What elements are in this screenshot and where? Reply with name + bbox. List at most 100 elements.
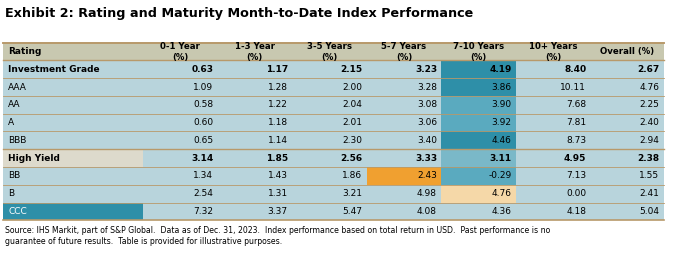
Bar [3,114,143,132]
Bar [292,61,367,78]
Bar [143,167,217,185]
Bar [217,43,292,61]
Bar [3,149,143,167]
Text: 3.11: 3.11 [489,154,512,163]
Text: Rating: Rating [8,47,42,56]
Bar [143,132,217,149]
Text: 2.25: 2.25 [639,100,659,109]
Bar [3,132,143,149]
Text: 1.22: 1.22 [268,100,288,109]
Bar [590,43,664,61]
Bar [590,132,664,149]
Bar [3,203,143,220]
Bar [367,149,441,167]
Text: 1.85: 1.85 [266,154,288,163]
Bar [3,185,143,203]
Bar [590,203,664,220]
Text: 3.33: 3.33 [415,154,437,163]
Bar [367,132,441,149]
Text: Exhibit 2: Rating and Maturity Month-to-Date Index Performance: Exhibit 2: Rating and Maturity Month-to-… [5,7,473,20]
Text: 1-3 Year
(%): 1-3 Year (%) [235,42,275,62]
Bar [143,78,217,96]
Bar [367,167,441,185]
Bar [516,185,590,203]
Bar [3,43,143,61]
Text: 1.34: 1.34 [193,171,213,180]
Text: 0.58: 0.58 [193,100,213,109]
Text: 3.40: 3.40 [417,136,437,145]
Text: 3.37: 3.37 [268,207,288,216]
Text: -0.29: -0.29 [489,171,512,180]
Text: 7-10 Years
(%): 7-10 Years (%) [453,42,504,62]
Bar [143,185,217,203]
Bar [367,61,441,78]
Text: 1.17: 1.17 [266,65,288,74]
Text: 0.63: 0.63 [191,65,213,74]
Bar [292,149,367,167]
Bar [441,43,516,61]
Bar [217,96,292,114]
Bar [292,96,367,114]
Bar [217,78,292,96]
Bar [292,132,367,149]
Bar [3,167,143,185]
Bar [3,96,143,114]
Text: 1.31: 1.31 [268,189,288,198]
Bar [441,96,516,114]
Text: 3.86: 3.86 [491,83,512,92]
Text: 1.55: 1.55 [639,171,659,180]
Text: 4.46: 4.46 [491,136,512,145]
Text: 2.04: 2.04 [342,100,362,109]
Text: 4.95: 4.95 [564,154,586,163]
Text: 5-7 Years
(%): 5-7 Years (%) [381,42,427,62]
Text: 3.14: 3.14 [191,154,213,163]
Text: 3.23: 3.23 [415,65,437,74]
Text: 2.38: 2.38 [637,154,659,163]
Text: Investment Grade: Investment Grade [8,65,100,74]
Bar [143,203,217,220]
Bar [367,114,441,132]
Text: 5.04: 5.04 [639,207,659,216]
Bar [516,96,590,114]
Bar [367,203,441,220]
Text: 1.09: 1.09 [193,83,213,92]
Bar [3,78,143,96]
Bar [143,114,217,132]
Bar [590,114,664,132]
Bar [217,167,292,185]
Text: BB: BB [8,171,21,180]
Text: 4.36: 4.36 [491,207,512,216]
Bar [441,132,516,149]
Bar [516,149,590,167]
Bar [516,78,590,96]
Text: 0.60: 0.60 [193,118,213,127]
Bar [292,167,367,185]
Text: 2.43: 2.43 [417,171,437,180]
Text: 2.40: 2.40 [639,118,659,127]
Text: B: B [8,189,15,198]
Bar [516,43,590,61]
Bar [292,78,367,96]
Bar [590,78,664,96]
Bar [217,132,292,149]
Text: 2.94: 2.94 [639,136,659,145]
Bar [441,114,516,132]
Bar [367,185,441,203]
Text: 4.76: 4.76 [639,83,659,92]
Bar [516,167,590,185]
Text: 1.14: 1.14 [268,136,288,145]
Text: 4.08: 4.08 [417,207,437,216]
Bar [217,114,292,132]
Bar [516,203,590,220]
Text: AAA: AAA [8,83,27,92]
Text: 4.76: 4.76 [491,189,512,198]
Bar [441,203,516,220]
Bar [367,43,441,61]
Bar [143,61,217,78]
Text: 4.98: 4.98 [417,189,437,198]
Bar [590,185,664,203]
Bar [217,61,292,78]
Text: 3.90: 3.90 [491,100,512,109]
Text: 2.15: 2.15 [340,65,362,74]
Bar [590,149,664,167]
